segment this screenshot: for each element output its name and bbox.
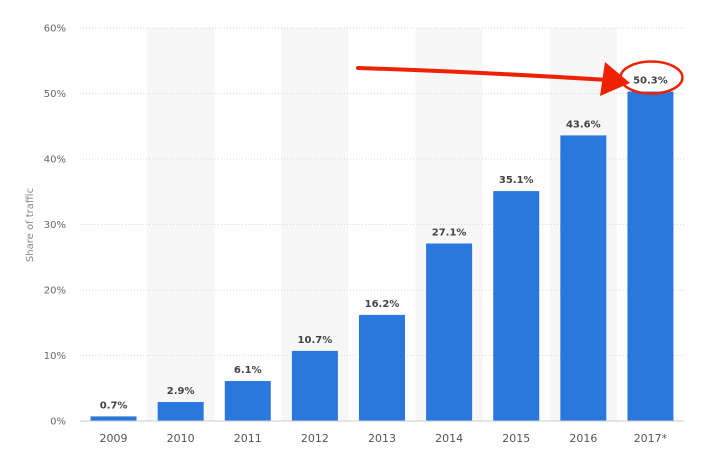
bar-2014 (426, 243, 473, 421)
bar-2013 (359, 314, 405, 421)
data-label: 50.3% (633, 76, 668, 87)
bar-2016 (560, 135, 607, 422)
data-labels: 0.7% 2.9% 6.1% 10.7% 16.2% 27.1% 35.1% 43.6% 50.… (100, 76, 668, 412)
x-axis-labels: 2009 2010 2011 2012 2013 2014 2015 2016 2017* (100, 432, 668, 445)
x-tick-label: 2011 (234, 432, 262, 445)
bar-2012 (291, 350, 338, 421)
highlight-circle (619, 60, 684, 95)
y-tick-label: 60% (44, 24, 66, 35)
x-tick-label: 2009 (100, 432, 128, 445)
data-label: 2.9% (167, 386, 195, 397)
y-axis-title: Share of traffic (25, 188, 36, 262)
y-tick-label: 0% (50, 417, 66, 428)
bar-2010 (157, 402, 204, 421)
x-tick-label: 2012 (301, 432, 329, 445)
bar-2017* (627, 91, 674, 421)
y-tick-label: 20% (44, 286, 66, 297)
x-tick-label: 2017* (634, 432, 668, 445)
bar-2009 (90, 416, 137, 421)
y-tick-label: 10% (44, 351, 66, 362)
arrow-line (356, 66, 610, 82)
x-tick-label: 2014 (435, 432, 463, 445)
data-label: 43.6% (566, 119, 601, 130)
bar-2015 (493, 191, 540, 421)
y-tick-label: 50% (44, 89, 66, 100)
data-label: 27.1% (432, 227, 467, 238)
y-tick-label: 30% (44, 220, 66, 231)
data-label: 6.1% (234, 365, 262, 376)
data-label: 0.7% (100, 400, 128, 411)
bars (90, 91, 674, 422)
x-tick-label: 2013 (368, 432, 396, 445)
x-tick-label: 2010 (167, 432, 195, 445)
band-2010 (147, 28, 215, 421)
y-axis-ticks: 0% 10% 20% 30% 40% 50% 60% (44, 24, 66, 428)
data-label: 35.1% (499, 175, 534, 186)
y-tick-label: 40% (44, 155, 66, 166)
arrow-head (600, 62, 630, 96)
x-tick-label: 2015 (502, 432, 530, 445)
highlight-annotation (356, 60, 684, 96)
bar-2011 (224, 381, 271, 421)
data-label: 16.2% (365, 299, 400, 310)
x-tick-label: 2016 (569, 432, 597, 445)
data-label: 10.7% (298, 335, 333, 346)
